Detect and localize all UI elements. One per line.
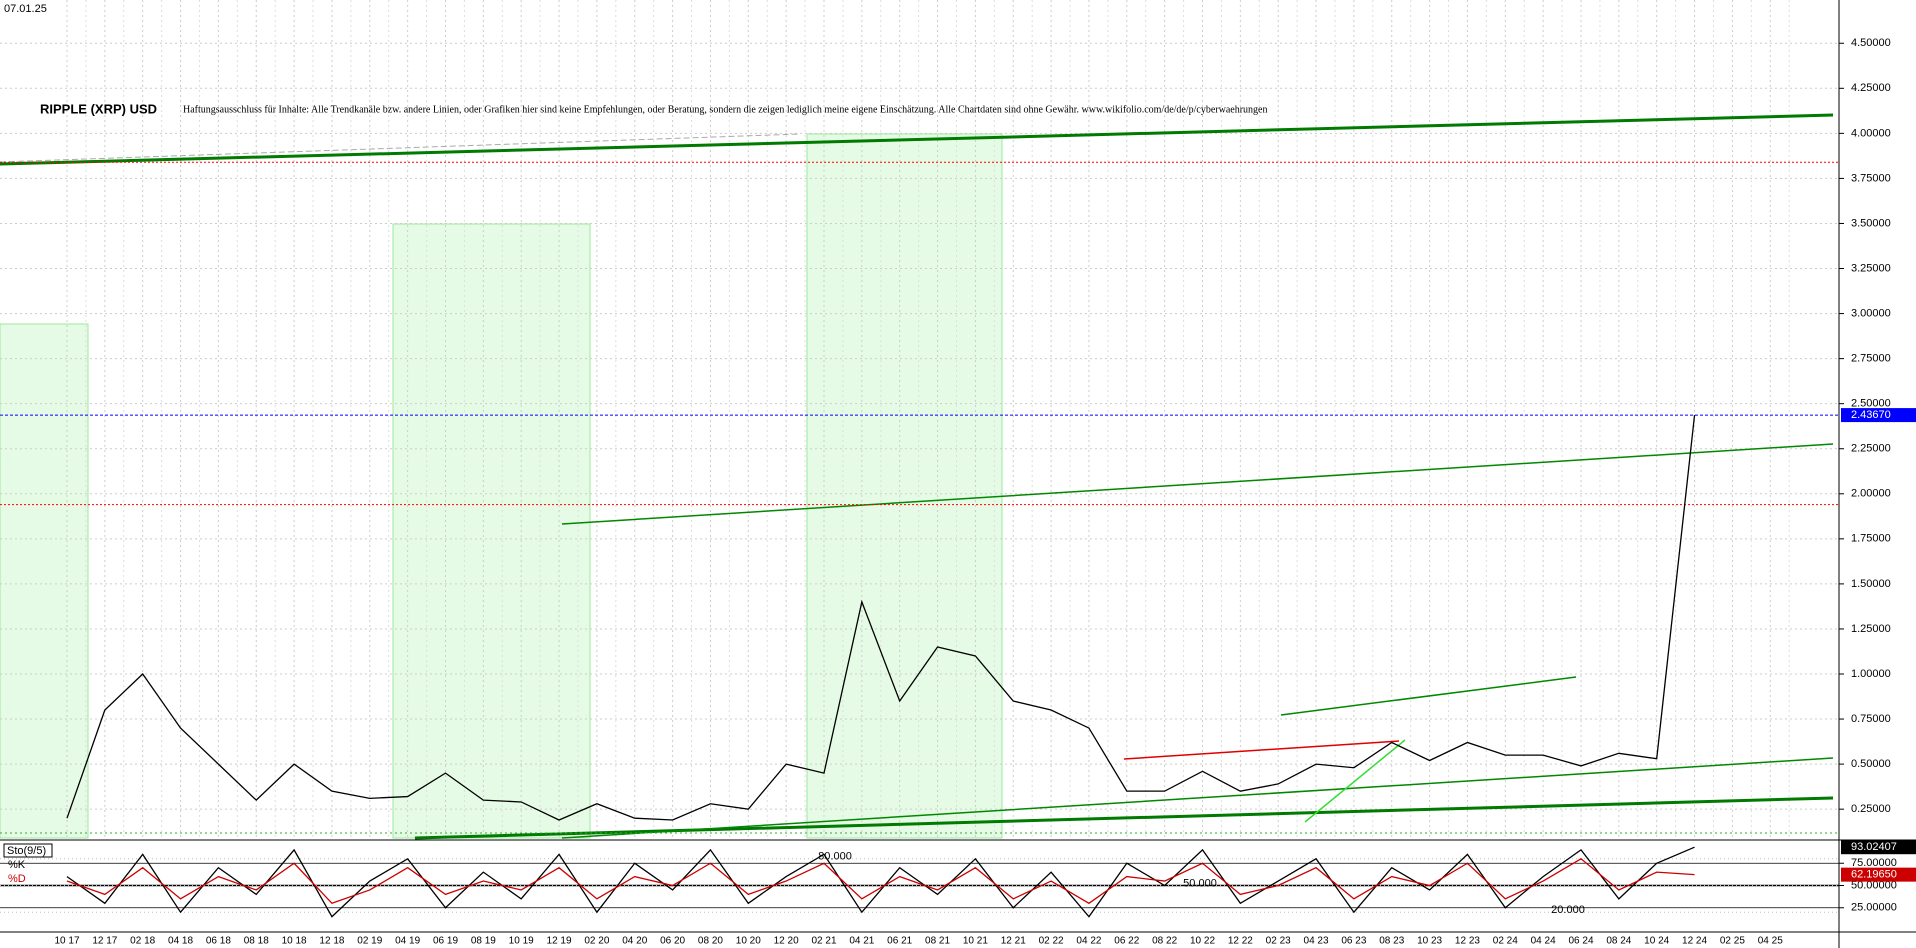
trend-line bbox=[1123, 740, 1400, 760]
x-tick-label: 06 20 bbox=[660, 936, 685, 947]
x-tick-label: 10 24 bbox=[1644, 936, 1669, 947]
x-tick-label: 12 18 bbox=[319, 936, 344, 947]
y-tick-label: 2.50000 bbox=[1851, 398, 1891, 410]
zone bbox=[392, 223, 591, 839]
subtitle: Haftungsausschluss für Inhalte: Alle Tre… bbox=[183, 104, 1268, 115]
y-tick-label: 3.75000 bbox=[1851, 172, 1891, 184]
x-tick-label: 04 25 bbox=[1758, 936, 1783, 947]
level-label: 50.000 bbox=[1183, 877, 1217, 889]
trend-line bbox=[561, 443, 1834, 525]
value-box bbox=[1841, 840, 1916, 855]
price-line bbox=[66, 415, 1696, 821]
x-tick-label: 12 24 bbox=[1682, 936, 1707, 947]
y-tick-label: 3.50000 bbox=[1851, 217, 1891, 229]
trend-line bbox=[1280, 676, 1577, 716]
price-line bbox=[66, 858, 1695, 905]
y-tick-label: 3.00000 bbox=[1851, 307, 1891, 319]
x-tick-label: 06 19 bbox=[433, 936, 458, 947]
value-box bbox=[1841, 408, 1916, 423]
x-tick-label: 06 21 bbox=[887, 936, 912, 947]
x-tick-label: 08 19 bbox=[471, 936, 496, 947]
x-tick-label: 08 20 bbox=[698, 936, 723, 947]
x-tick-label: 06 22 bbox=[1114, 936, 1139, 947]
x-tick-label: 08 23 bbox=[1379, 936, 1404, 947]
x-tick-label: 04 19 bbox=[395, 936, 420, 947]
trend-line bbox=[1304, 739, 1406, 823]
x-tick-label: 12 19 bbox=[547, 936, 572, 947]
trend-line bbox=[561, 757, 1834, 839]
x-tick-label: 10 21 bbox=[963, 936, 988, 947]
x-tick-label: 02 18 bbox=[130, 936, 155, 947]
x-tick-label: 02 25 bbox=[1720, 936, 1745, 947]
price-line bbox=[66, 846, 1695, 918]
x-tick-label: 10 19 bbox=[509, 936, 534, 947]
x-tick-label: 12 20 bbox=[774, 936, 799, 947]
legend-entry: %K bbox=[8, 859, 26, 871]
x-tick-label: 08 22 bbox=[1152, 936, 1177, 947]
trend-line bbox=[0, 113, 1834, 166]
y-tick-label: 3.25000 bbox=[1851, 262, 1891, 274]
x-tick-label: 08 18 bbox=[244, 936, 269, 947]
x-tick-label: 02 20 bbox=[584, 936, 609, 947]
x-tick-label: 02 21 bbox=[811, 936, 836, 947]
x-tick-label: 04 22 bbox=[1076, 936, 1101, 947]
x-tick-label: 04 20 bbox=[622, 936, 647, 947]
value-box bbox=[1841, 867, 1916, 882]
x-tick-label: 08 21 bbox=[925, 936, 950, 947]
y-tick-label: 75.00000 bbox=[1851, 857, 1897, 869]
legend-entry: %D bbox=[8, 873, 26, 885]
x-tick-label: 10 22 bbox=[1190, 936, 1215, 947]
y-tick-label: 50.00000 bbox=[1851, 879, 1897, 891]
x-tick-label: 10 20 bbox=[736, 936, 761, 947]
date: 07.01.25 bbox=[4, 3, 47, 15]
level-label: 20.000 bbox=[1551, 904, 1585, 916]
indicator-title: Sto(9/5) bbox=[7, 845, 46, 857]
x-tick-label: 02 24 bbox=[1493, 936, 1518, 947]
x-tick-label: 04 23 bbox=[1304, 936, 1329, 947]
y-tick-label: 2.75000 bbox=[1851, 353, 1891, 365]
y-tick-label: 1.25000 bbox=[1851, 623, 1891, 635]
x-tick-label: 12 21 bbox=[1001, 936, 1026, 947]
value-label: 93.02407 bbox=[1851, 841, 1897, 853]
y-tick-label: 0.75000 bbox=[1851, 713, 1891, 725]
trend-line bbox=[414, 796, 1834, 840]
y-tick-label: 1.00000 bbox=[1851, 668, 1891, 680]
chart-title: RIPPLE (XRP) USD bbox=[40, 101, 157, 116]
x-tick-label: 10 17 bbox=[54, 936, 79, 947]
x-tick-label: 04 18 bbox=[168, 936, 193, 947]
x-tick-label: 04 24 bbox=[1531, 936, 1556, 947]
value-label: 62.19650 bbox=[1851, 869, 1897, 881]
y-tick-label: 2.25000 bbox=[1851, 443, 1891, 455]
y-tick-label: 4.25000 bbox=[1851, 82, 1891, 94]
x-tick-label: 06 23 bbox=[1341, 936, 1366, 947]
y-tick-label: 2.00000 bbox=[1851, 488, 1891, 500]
y-tick-label: 4.50000 bbox=[1851, 37, 1891, 49]
x-tick-label: 12 22 bbox=[1228, 936, 1253, 947]
x-tick-label: 02 23 bbox=[1266, 936, 1291, 947]
value-label: 2.43670 bbox=[1851, 409, 1891, 421]
y-tick-label: 1.50000 bbox=[1851, 578, 1891, 590]
y-tick-label: 0.50000 bbox=[1851, 758, 1891, 770]
x-tick-label: 06 18 bbox=[206, 936, 231, 947]
x-tick-label: 10 23 bbox=[1417, 936, 1442, 947]
x-tick-label: 06 24 bbox=[1568, 936, 1593, 947]
level-label: 80.000 bbox=[818, 851, 852, 863]
y-tick-label: 25.00000 bbox=[1851, 902, 1897, 914]
x-tick-label: 10 18 bbox=[282, 936, 307, 947]
x-tick-label: 02 22 bbox=[1039, 936, 1064, 947]
x-tick-label: 04 21 bbox=[849, 936, 874, 947]
y-tick-label: 4.00000 bbox=[1851, 127, 1891, 139]
x-tick-label: 12 23 bbox=[1455, 936, 1480, 947]
x-tick-label: 02 19 bbox=[357, 936, 382, 947]
indicator-box[interactable] bbox=[3, 843, 53, 858]
trend-line bbox=[0, 133, 801, 163]
zone bbox=[0, 323, 89, 839]
y-tick-label: 0.25000 bbox=[1851, 803, 1891, 815]
x-tick-label: 08 24 bbox=[1606, 936, 1631, 947]
y-tick-label: 1.75000 bbox=[1851, 533, 1891, 545]
zone bbox=[806, 133, 1003, 839]
x-tick-label: 12 17 bbox=[92, 936, 117, 947]
